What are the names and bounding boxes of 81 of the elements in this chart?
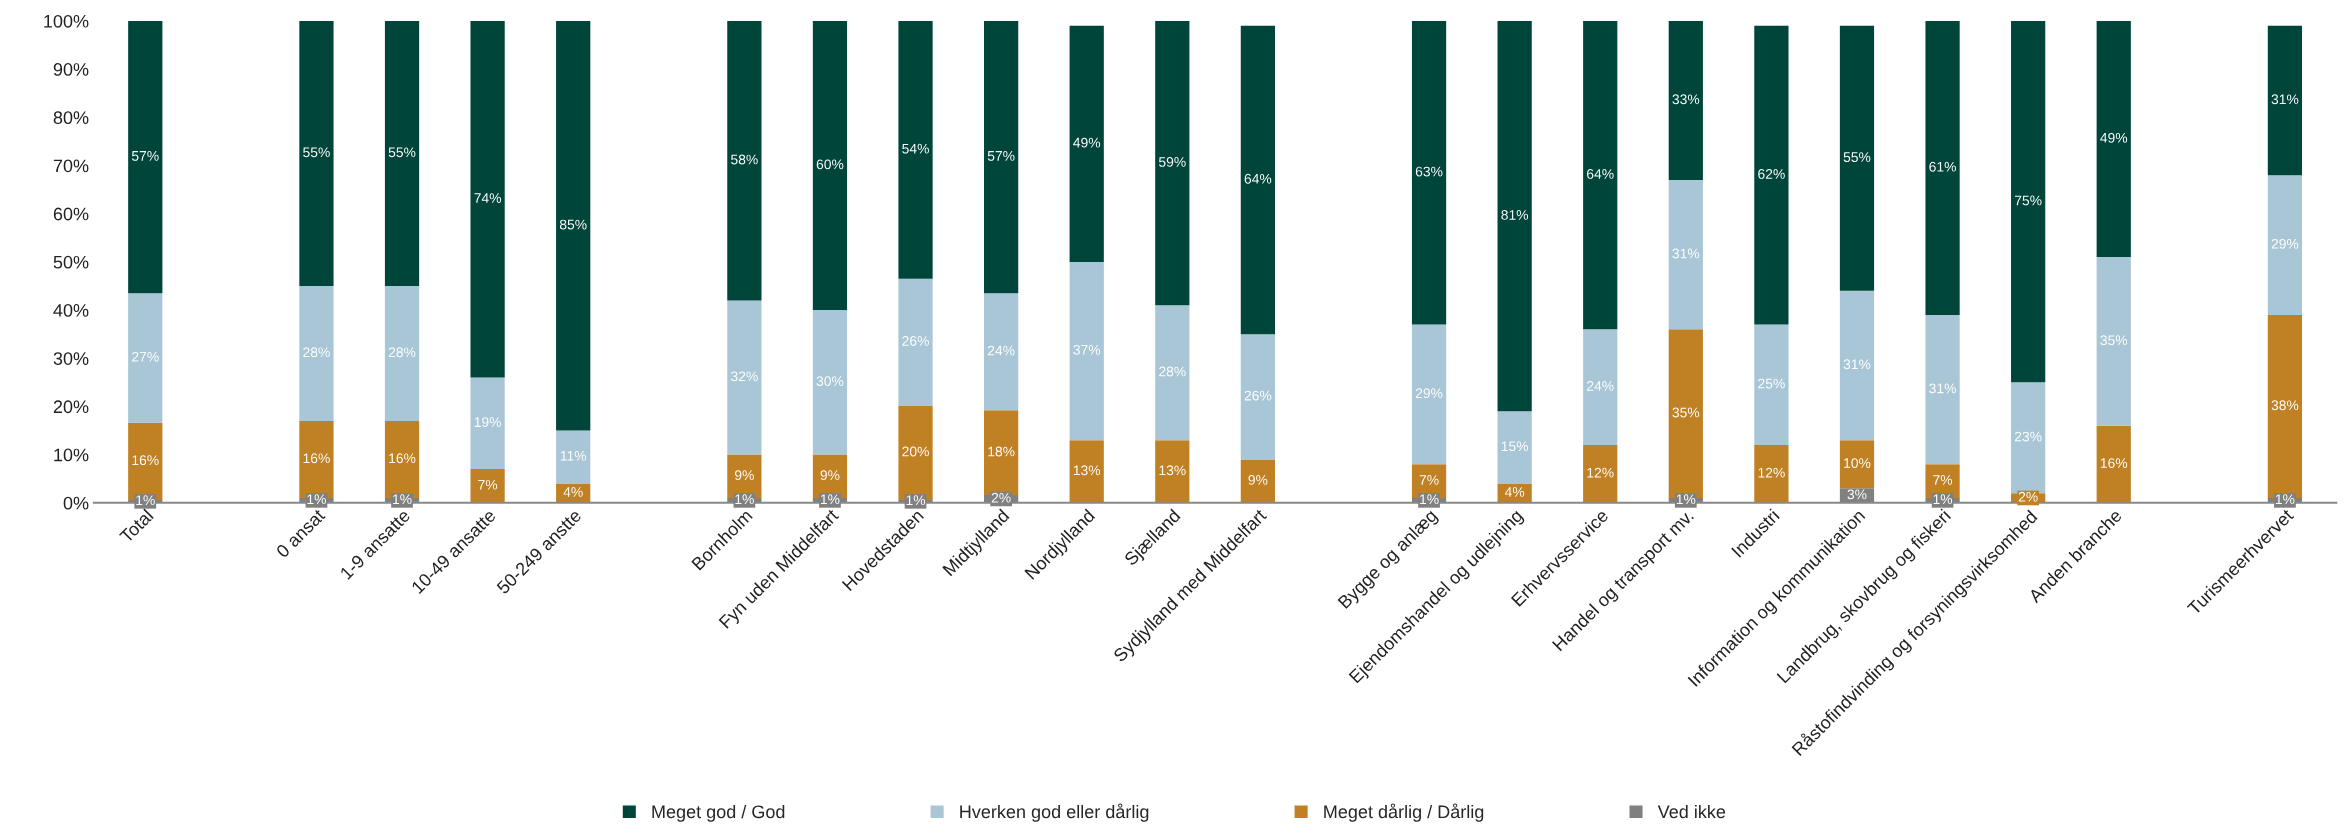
y-tick-label: 20% [53, 400, 89, 414]
y-tick-label: 50% [53, 255, 89, 269]
data-label: 26% [1244, 390, 1272, 401]
data-label: 55% [1843, 152, 1871, 163]
data-label: 13% [1073, 465, 1101, 476]
data-label: 60% [816, 159, 844, 170]
data-label: 85% [559, 219, 587, 230]
data-label: 11% [560, 450, 587, 461]
data-label: 12% [1587, 467, 1614, 478]
y-tick-label: 60% [53, 207, 89, 221]
data-label: 81% [1501, 209, 1529, 220]
data-label: 57% [987, 151, 1015, 161]
data-label: 37% [1073, 344, 1101, 355]
y-tick-label: 70% [53, 159, 89, 173]
data-label: 26% [902, 336, 929, 346]
legend-label: Hverken god eller dårlig [960, 803, 1149, 822]
data-label: 9% [820, 470, 840, 481]
data-label: 30% [816, 376, 844, 387]
data-label: 35% [2100, 335, 2128, 346]
data-label: 12% [1758, 467, 1785, 478]
data-label: 28% [303, 347, 330, 358]
data-label: 59% [1158, 156, 1186, 167]
data-label: 24% [987, 345, 1015, 356]
data-label: 55% [303, 147, 330, 158]
data-label: 25% [1758, 378, 1785, 389]
data-label: 19% [474, 417, 502, 428]
data-label: 35% [1672, 407, 1700, 418]
y-tick-label: 80% [53, 111, 89, 125]
data-label: 10% [1844, 458, 1871, 468]
data-label: 64% [1587, 169, 1614, 179]
legend-label: Meget god / God [652, 804, 785, 822]
data-label: 64% [1244, 173, 1272, 184]
data-label: 3% [1847, 489, 1867, 500]
data-label: 61% [1929, 161, 1956, 172]
data-label: 62% [1758, 169, 1785, 179]
data-label: 4% [1504, 487, 1525, 497]
y-tick-label: 90% [53, 63, 89, 76]
data-label: 24% [1587, 381, 1614, 391]
data-label: 29% [1415, 388, 1443, 399]
data-label: 74% [474, 193, 502, 203]
data-label: 29% [2271, 238, 2299, 249]
data-label: 33% [1672, 94, 1700, 105]
data-label: 16% [389, 453, 416, 464]
data-label: 32% [731, 371, 758, 382]
y-tick-label: 30% [53, 352, 89, 365]
y-tick-label: 10% [54, 448, 89, 462]
data-label: 75% [2014, 195, 2042, 206]
data-label: 55% [388, 147, 416, 158]
data-label: 9% [734, 470, 754, 481]
data-label: 58% [731, 154, 758, 165]
data-label: 38% [2271, 400, 2299, 411]
data-label: 4% [563, 487, 583, 497]
data-label: 31% [1929, 383, 1956, 394]
y-tick-label: 100% [44, 14, 89, 28]
data-label: 7% [1419, 475, 1439, 485]
data-label: 31% [1843, 359, 1871, 370]
data-label: 27% [132, 351, 159, 362]
data-label: 31% [2271, 94, 2299, 105]
data-label: 49% [1073, 137, 1101, 148]
data-label: 28% [388, 347, 416, 358]
data-label: 16% [132, 455, 159, 466]
data-label: 49% [2100, 132, 2128, 143]
data-label: 23% [2014, 431, 2042, 442]
data-label: 54% [902, 143, 929, 154]
data-label: 57% [131, 151, 159, 161]
data-label: 13% [1159, 465, 1186, 476]
data-label: 63% [1415, 166, 1443, 177]
legend-label: Meget dårlig / Dårlig [1324, 803, 1484, 822]
y-tick-label: 40% [53, 303, 89, 317]
data-label: 31% [1672, 248, 1700, 259]
y-tick-label: 0% [63, 496, 89, 510]
data-label: 28% [1159, 366, 1186, 377]
data-label: 20% [902, 446, 929, 457]
data-label: 15% [1501, 441, 1529, 452]
data-label: 18% [988, 446, 1015, 457]
data-label: 16% [2100, 458, 2128, 468]
data-label: 16% [303, 453, 330, 464]
data-label: 9% [1248, 475, 1268, 485]
data-label: 7% [478, 479, 498, 490]
legend-label: Ved ikke [1657, 804, 1726, 819]
data-label: 7% [1933, 475, 1953, 485]
